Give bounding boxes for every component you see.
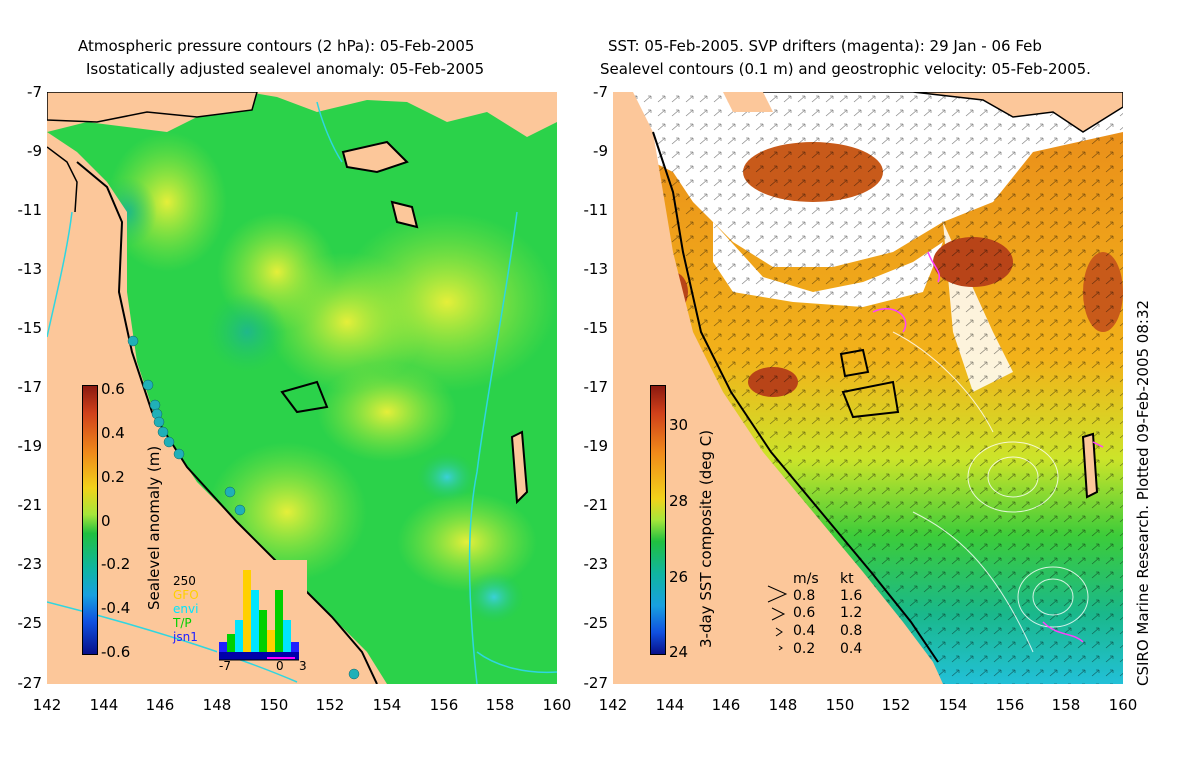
histogram-legend-envi: envi [173,602,199,616]
histogram-xtick: 3 [299,659,307,673]
velocity-legend-ms: 0.8 [793,588,816,604]
right-x-tick: 148 [768,696,798,714]
left-x-tick: 158 [485,696,515,714]
left-y-tick: -23 [17,555,43,573]
right-y-tick: -15 [583,319,609,337]
histogram-xtick: 0 [276,659,284,673]
left-x-tick: 160 [542,696,572,714]
left-x-tick: 144 [89,696,119,714]
left-title-line1: Atmospheric pressure contours (2 hPa): 0… [78,37,475,55]
right-title-line2: Sealevel contours (0.1 m) and geostrophi… [600,60,1091,78]
left-x-tick: 154 [372,696,402,714]
left-cbar-tick: 0.4 [101,424,125,442]
left-y-tick: -19 [17,437,43,455]
left-y-tick: -27 [17,674,43,692]
left-title-line2: Isostatically adjusted sealevel anomaly:… [86,60,485,78]
right-cbar-tick: 26 [669,568,689,586]
left-x-tick: 148 [202,696,232,714]
plot-credit: CSIRO Marine Research. Plotted 09-Feb-20… [1134,299,1152,686]
left-cbar-tick: -0.6 [101,643,131,661]
left-y-tick: -17 [17,378,43,396]
right-cbar-tick: 28 [669,492,689,510]
velocity-legend-header-ms: m/s [793,571,819,587]
histogram-count-label: 250 [173,574,196,588]
histogram-legend-jsn1: jsn1 [173,630,198,644]
left-cbar-tick: -0.2 [101,555,131,573]
altimeter-histogram [217,560,307,661]
velocity-legend-ms: 0.4 [793,623,816,639]
right-y-tick: -19 [583,437,609,455]
left-x-tick: 156 [429,696,459,714]
right-x-tick: 160 [1108,696,1138,714]
histogram-legend-gfo: GFO [173,588,199,602]
left-cbar-tick: -0.4 [101,599,131,617]
right-x-tick: 152 [881,696,911,714]
left-colorbar [82,385,98,655]
left-y-tick: -21 [17,496,43,514]
left-y-tick: -13 [17,260,43,278]
histogram-xtick: -7 [219,659,231,673]
right-x-tick: 156 [995,696,1025,714]
left-y-tick: -9 [27,142,42,160]
velocity-legend-arrows [767,585,788,651]
velocity-legend-ms: 0.6 [793,605,816,621]
left-y-tick: -7 [27,83,42,101]
right-cbar-tick: 24 [669,643,689,661]
sst-map [613,92,1123,684]
left-colorbar-label: Sealevel anomaly (m) [145,445,163,610]
left-cbar-tick: 0.2 [101,468,125,486]
sealevel-anomaly-map [47,92,557,684]
right-x-tick: 158 [1051,696,1081,714]
left-x-tick: 146 [145,696,175,714]
left-x-tick: 152 [315,696,345,714]
left-y-tick: -11 [17,201,43,219]
left-y-tick: -15 [17,319,43,337]
right-y-tick: -21 [583,496,609,514]
left-cbar-tick: 0 [101,512,111,530]
velocity-legend-kt: 0.8 [840,623,863,639]
right-y-tick: -13 [583,260,609,278]
right-y-tick: -11 [583,201,609,219]
left-x-tick: 142 [32,696,62,714]
right-map-panel [613,92,1123,684]
right-y-tick: -25 [583,614,609,632]
right-title-line1: SST: 05-Feb-2005. SVP drifters (magenta)… [608,37,1042,55]
right-y-tick: -17 [583,378,609,396]
right-x-tick: 146 [711,696,741,714]
right-cbar-tick: 30 [669,416,689,434]
right-y-tick: -23 [583,555,609,573]
left-cbar-tick: 0.6 [101,380,125,398]
right-y-tick: -9 [593,142,608,160]
right-x-tick: 150 [825,696,855,714]
histogram-legend-tp: T/P [173,616,192,630]
velocity-legend-ms: 0.2 [793,641,816,657]
right-x-tick: 142 [598,696,628,714]
right-colorbar-label: 3-day SST composite (deg C) [697,429,715,648]
right-x-tick: 154 [938,696,968,714]
right-y-tick: -7 [593,83,608,101]
right-y-tick: -27 [583,674,609,692]
left-map-panel [47,92,557,684]
right-x-tick: 144 [655,696,685,714]
velocity-legend-kt: 0.4 [840,641,863,657]
velocity-legend-kt: 1.6 [840,588,863,604]
left-y-tick: -25 [17,614,43,632]
left-x-tick: 150 [259,696,289,714]
velocity-legend-kt: 1.2 [840,605,863,621]
right-colorbar [650,385,666,655]
velocity-legend-header-kt: kt [840,571,854,587]
